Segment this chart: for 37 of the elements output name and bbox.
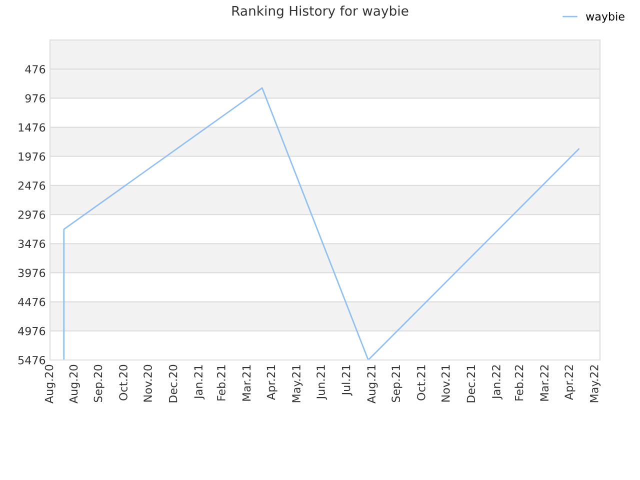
y-tick-label: 4476	[18, 298, 46, 306]
x-tick-label: Aug.21	[367, 365, 378, 404]
x-tick-label: Mar.22	[540, 365, 549, 401]
y-tick-label: 2476	[18, 181, 46, 190]
x-tick-label: Jul.21	[342, 365, 352, 396]
x-tick-label: Dec.20	[168, 364, 178, 402]
x-tick-label: May.21	[292, 365, 303, 402]
x-tick-label: Mar.21	[242, 365, 251, 401]
line-series	[63, 87, 580, 360]
y-tick-label: 1476	[18, 123, 46, 132]
x-tick-label: Feb.21	[216, 365, 226, 400]
legend-label: waybie	[586, 12, 624, 23]
chart-title: Ranking History for waybie	[232, 6, 408, 18]
y-tick-label: 5476	[18, 356, 46, 364]
x-tick-label: Feb.22	[514, 365, 524, 400]
x-tick-label: Nov.20	[144, 364, 152, 402]
y-tick-label: 4976	[18, 326, 46, 336]
y-tick-label: 976	[25, 94, 46, 103]
y-tick-label: 2976	[18, 210, 46, 219]
y-tick-label: 3976	[18, 268, 46, 278]
y-tick-label: 3476	[18, 240, 46, 248]
x-tick-label: Jan.22	[492, 365, 502, 400]
x-tick-label: Jan.21	[194, 365, 205, 400]
y-tick-label: 476	[25, 65, 46, 74]
x-tick-label: Apr.22	[564, 365, 576, 400]
x-tick-label: Nov.21	[441, 365, 450, 402]
x-tick-label: Aug.20	[44, 364, 56, 404]
x-tick-label: Oct.20	[119, 364, 128, 400]
x-tick-label: Jun.21	[316, 365, 328, 400]
x-tick-label: May.22	[590, 365, 600, 402]
x-tick-label: Oct.21	[416, 365, 426, 400]
x-tick-label: Dec.21	[466, 365, 476, 402]
x-tick-label: Sep.21	[392, 365, 402, 402]
y-tick-label: 1976	[18, 152, 46, 161]
x-tick-label: Apr.21	[266, 365, 278, 400]
x-tick-label: Aug.20	[69, 364, 80, 404]
x-tick-label: Sep.20	[94, 364, 104, 402]
